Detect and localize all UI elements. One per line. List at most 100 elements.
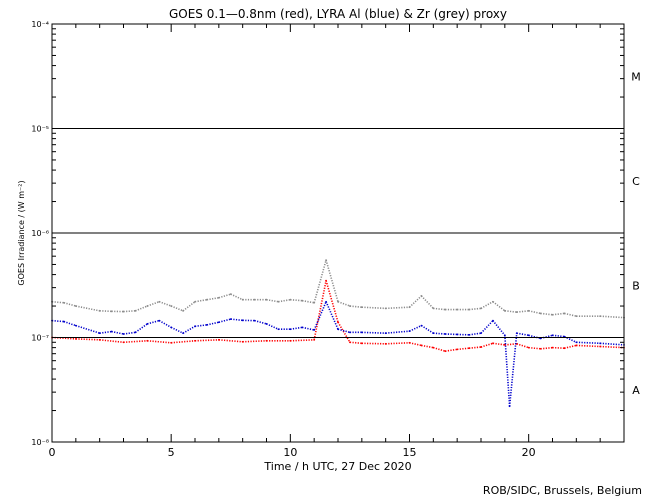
data-point — [74, 337, 77, 340]
series-segment — [218, 339, 243, 343]
series-segment — [218, 293, 231, 299]
data-point — [527, 334, 530, 337]
data-point — [158, 319, 161, 322]
data-point — [134, 331, 137, 334]
flare-class-label: C — [632, 175, 640, 188]
series-segment — [123, 339, 148, 344]
y-tick-label: 10⁻⁷ — [31, 334, 49, 343]
data-point — [265, 322, 268, 325]
series-segment — [576, 341, 601, 345]
data-point — [253, 319, 256, 322]
x-tick-label: 15 — [403, 446, 417, 459]
data-point — [468, 333, 470, 336]
chart-title: GOES 0.1—0.8nm (red), LYRA Al (blue) & Z… — [169, 7, 507, 21]
data-point — [503, 343, 506, 346]
data-point — [480, 346, 482, 348]
series-segment — [349, 305, 362, 308]
data-point — [241, 298, 244, 301]
series-segment — [385, 306, 410, 310]
data-point — [170, 341, 173, 344]
series-segment — [552, 346, 565, 349]
data-point — [301, 299, 304, 302]
series-segment — [516, 332, 529, 337]
data-point — [575, 341, 578, 344]
series-segment — [552, 312, 565, 316]
series-segment — [433, 346, 446, 352]
series-segment — [480, 320, 494, 334]
series-segment — [313, 280, 327, 340]
series-segment — [420, 324, 434, 334]
series-segment — [408, 295, 422, 308]
data-point — [360, 331, 363, 334]
series-segment — [63, 320, 77, 327]
flare-class-lines — [52, 128, 624, 338]
data-point — [527, 346, 530, 349]
series-segment — [433, 332, 446, 335]
series-segment — [266, 298, 279, 303]
series-segment — [445, 348, 458, 352]
series-segment — [170, 305, 184, 312]
data-point — [63, 320, 65, 323]
series-segment — [147, 339, 172, 344]
y-axis-label: GOES Irradiance / (W m⁻²) — [17, 180, 26, 285]
data-point — [468, 347, 470, 350]
data-point — [420, 295, 423, 297]
data-point — [110, 330, 113, 333]
series-segment — [504, 310, 517, 313]
series-segment — [528, 346, 541, 350]
series-segment — [469, 346, 482, 349]
data-point — [349, 305, 351, 307]
series-segment — [325, 280, 339, 323]
data-point — [599, 315, 602, 318]
series-segment — [361, 306, 386, 310]
data-point — [206, 298, 208, 301]
series-segment — [540, 346, 553, 350]
data-point — [492, 300, 494, 303]
series-segment — [290, 298, 303, 302]
data-point — [217, 296, 220, 299]
data-point — [515, 332, 518, 335]
data-point — [194, 300, 196, 303]
data-point — [408, 330, 411, 333]
data-point — [74, 305, 77, 307]
x-tick-label: 10 — [283, 446, 297, 459]
series-segment — [194, 324, 208, 328]
series-segment — [123, 331, 136, 335]
series-segment — [147, 319, 160, 325]
series-segment — [469, 307, 482, 311]
series-segment — [600, 315, 625, 319]
series-segment — [564, 312, 577, 317]
data-point — [408, 341, 411, 344]
data-point — [63, 301, 65, 304]
flare-class-label: B — [632, 279, 640, 292]
x-tick-label: 20 — [522, 446, 536, 459]
series-segment — [516, 310, 529, 313]
data-point — [98, 338, 101, 341]
series-segment — [385, 330, 410, 334]
series-segment — [171, 339, 196, 344]
series-segment — [230, 318, 243, 322]
y-tick-label: 10⁻⁵ — [31, 125, 49, 134]
series-segment — [99, 339, 124, 344]
data-point — [277, 300, 280, 303]
data-point — [158, 300, 161, 303]
flare-class-label: A — [632, 384, 640, 397]
series-segment — [206, 321, 220, 326]
data-point — [384, 332, 387, 335]
series-segment — [409, 342, 422, 347]
series-segment — [361, 331, 386, 334]
series-segment — [75, 324, 100, 334]
data-point — [134, 309, 137, 312]
data-point — [337, 321, 339, 324]
data-point — [444, 350, 447, 353]
flare-class-labels: A B C M — [631, 70, 641, 397]
data-point — [492, 319, 494, 322]
data-point — [420, 324, 423, 327]
data-point — [492, 342, 494, 345]
data-point — [432, 332, 435, 335]
series-segment — [337, 328, 351, 334]
data-point — [253, 298, 256, 301]
series-segment — [468, 332, 482, 336]
series-segment — [51, 300, 64, 304]
series-segment — [564, 344, 577, 349]
